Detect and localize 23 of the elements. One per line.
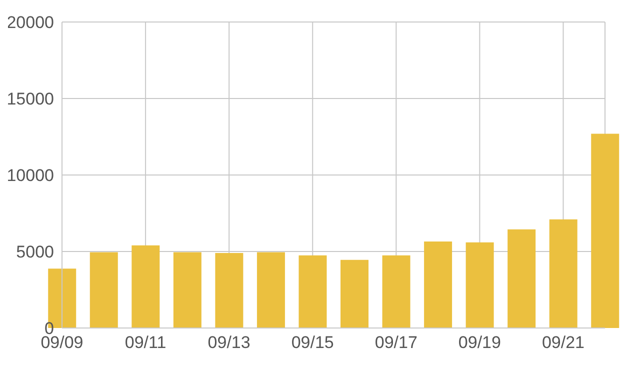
bar bbox=[173, 252, 202, 328]
x-tick-label: 09/09 bbox=[40, 333, 84, 352]
bar bbox=[90, 252, 118, 328]
bar bbox=[132, 245, 160, 328]
bar bbox=[215, 253, 244, 328]
bar bbox=[549, 219, 578, 328]
x-tick-label: 09/19 bbox=[458, 333, 501, 352]
bar bbox=[382, 255, 410, 328]
y-tick-label: 15000 bbox=[6, 90, 54, 109]
y-tick-label: 10000 bbox=[6, 166, 54, 186]
x-tick-label: 09/11 bbox=[124, 333, 166, 352]
bar bbox=[340, 260, 368, 328]
x-tick-label: 09/13 bbox=[208, 333, 250, 352]
bar bbox=[508, 229, 536, 328]
y-tick-label: 5000 bbox=[16, 242, 54, 262]
x-tick-label: 09/17 bbox=[374, 333, 418, 352]
x-tick-label: 09/21 bbox=[542, 333, 585, 352]
bar bbox=[591, 134, 620, 328]
bar bbox=[466, 242, 494, 328]
bar bbox=[298, 255, 327, 328]
bar bbox=[424, 242, 452, 328]
bar bbox=[256, 252, 285, 328]
x-tick-label: 09/15 bbox=[291, 333, 334, 352]
